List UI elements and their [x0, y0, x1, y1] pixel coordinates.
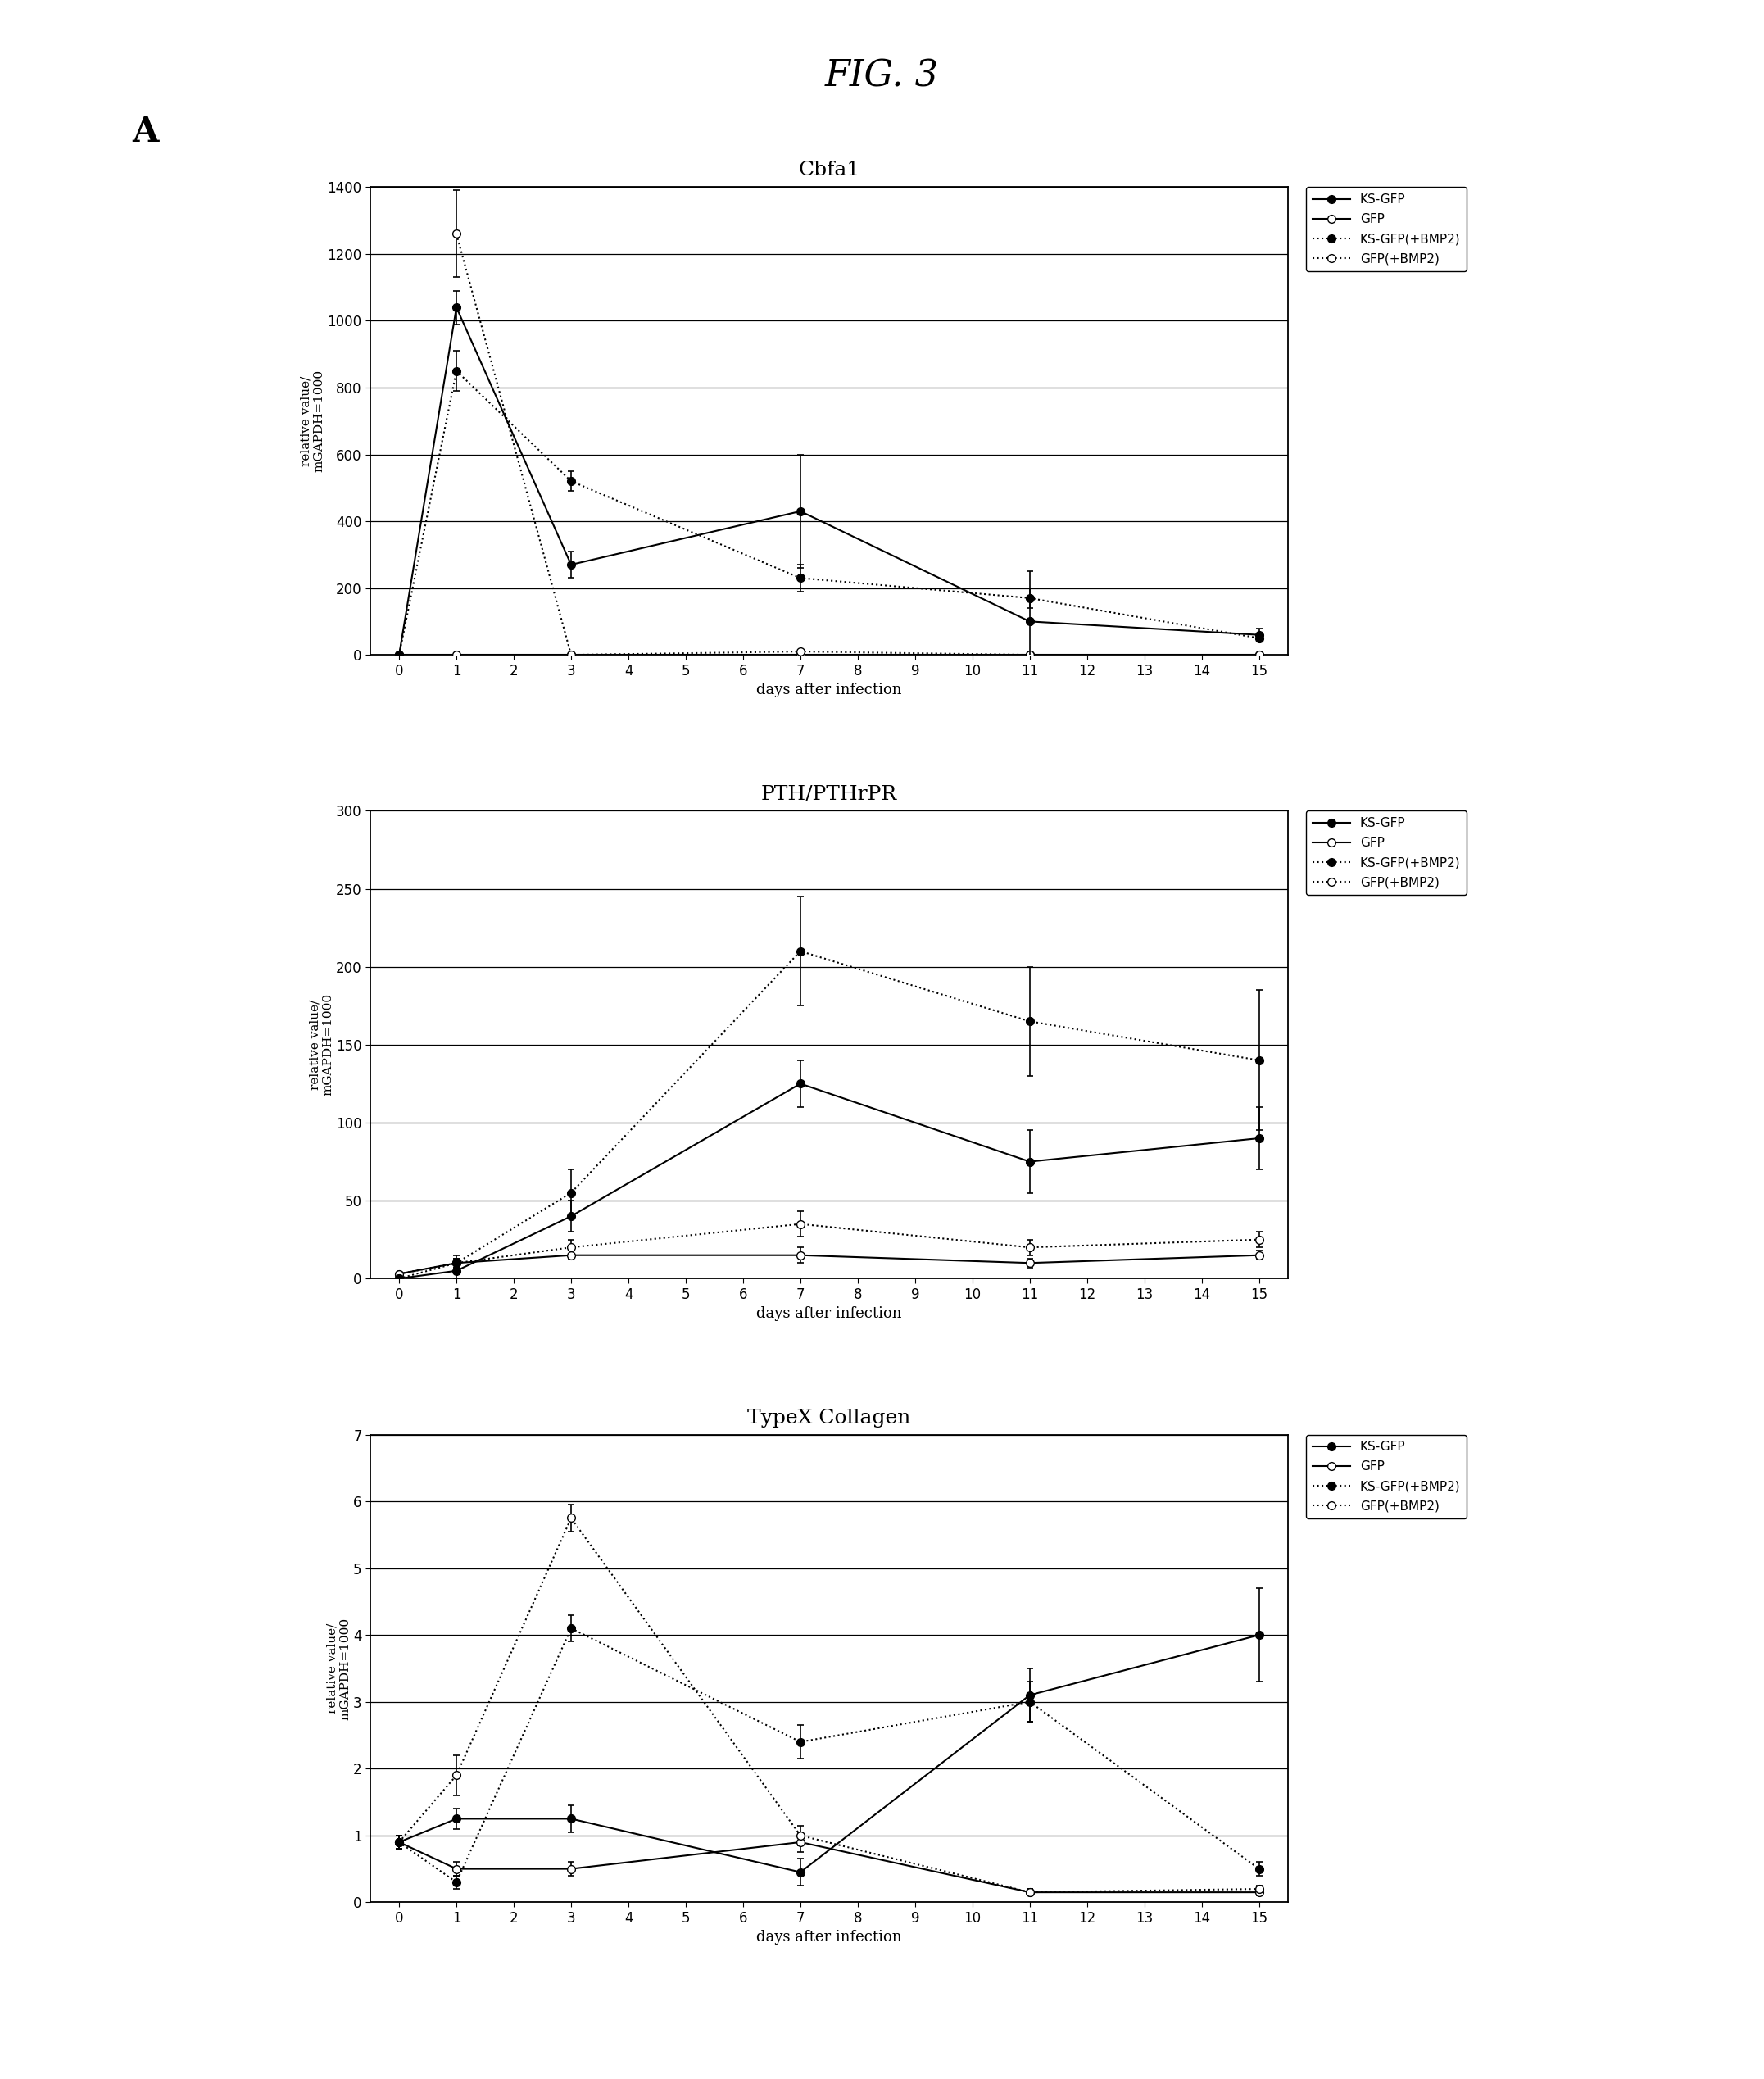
X-axis label: days after infection: days after infection	[757, 682, 901, 696]
X-axis label: days after infection: days after infection	[757, 1929, 901, 1944]
Y-axis label: relative value/
mGAPDH=1000: relative value/ mGAPDH=1000	[309, 994, 333, 1096]
Title: Cbfa1: Cbfa1	[799, 160, 859, 179]
Legend: KS-GFP, GFP, KS-GFP(+BMP2), GFP(+BMP2): KS-GFP, GFP, KS-GFP(+BMP2), GFP(+BMP2)	[1305, 811, 1466, 896]
Title: TypeX Collagen: TypeX Collagen	[748, 1407, 910, 1426]
Legend: KS-GFP, GFP, KS-GFP(+BMP2), GFP(+BMP2): KS-GFP, GFP, KS-GFP(+BMP2), GFP(+BMP2)	[1305, 187, 1466, 272]
Y-axis label: relative value/
mGAPDH=1000: relative value/ mGAPDH=1000	[326, 1617, 351, 1719]
Text: FIG. 3: FIG. 3	[826, 58, 938, 94]
Title: PTH/PTHrPR: PTH/PTHrPR	[760, 784, 898, 802]
X-axis label: days after infection: days after infection	[757, 1306, 901, 1320]
Y-axis label: relative value/
mGAPDH=1000: relative value/ mGAPDH=1000	[300, 370, 325, 472]
Text: A: A	[132, 114, 159, 150]
Legend: KS-GFP, GFP, KS-GFP(+BMP2), GFP(+BMP2): KS-GFP, GFP, KS-GFP(+BMP2), GFP(+BMP2)	[1305, 1435, 1466, 1520]
